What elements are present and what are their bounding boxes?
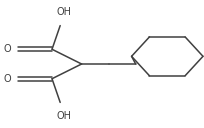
Text: OH: OH <box>57 7 72 17</box>
Text: O: O <box>3 74 11 84</box>
Text: OH: OH <box>57 111 72 121</box>
Text: O: O <box>3 44 11 54</box>
